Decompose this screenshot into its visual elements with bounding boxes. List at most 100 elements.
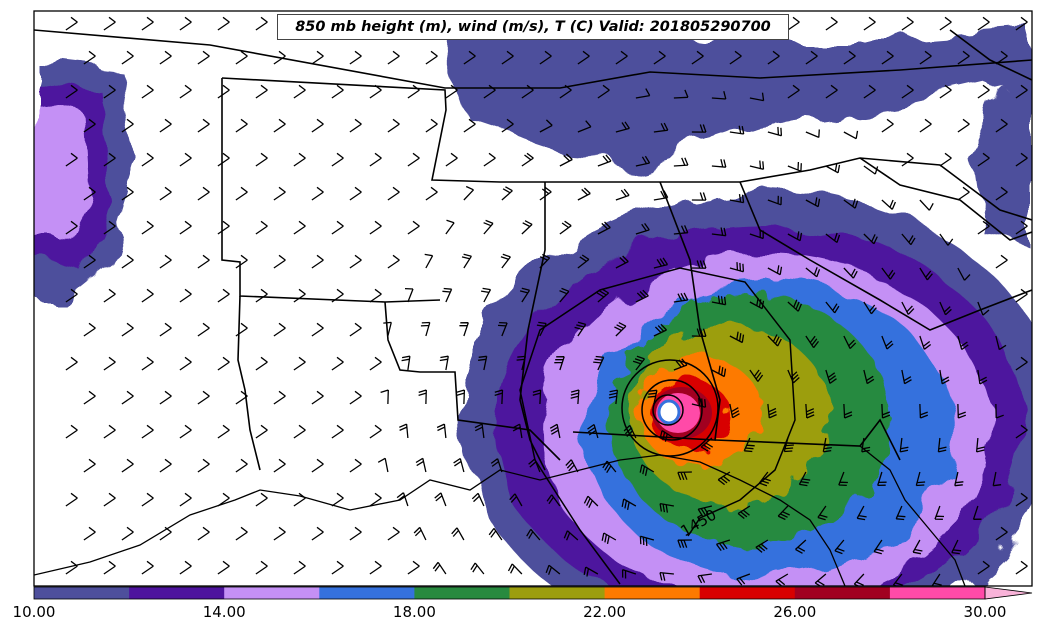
wind-barb <box>331 560 344 575</box>
wind-barb <box>331 84 344 99</box>
wind-barb <box>179 356 192 371</box>
wind-barb <box>255 356 268 371</box>
wind-barb <box>380 389 389 405</box>
wind-barb <box>311 458 324 473</box>
wind-barb <box>639 535 655 546</box>
wind-barb <box>597 84 610 99</box>
wind-barb <box>255 492 268 507</box>
wind-barb <box>387 50 400 65</box>
wind-barb <box>863 233 878 245</box>
wind-barb <box>977 369 988 385</box>
wind-barb <box>939 16 952 31</box>
wind-barb <box>407 560 420 575</box>
storm-eye-core <box>657 399 681 425</box>
wind-barb <box>501 50 514 65</box>
wind-barb <box>881 403 891 419</box>
wind-barb <box>863 369 875 385</box>
wind-barb <box>293 152 306 167</box>
wind-barb <box>217 560 230 575</box>
wind-barb <box>939 152 952 167</box>
wind-barb <box>293 424 306 439</box>
wind-barb <box>399 423 409 439</box>
wind-barb <box>587 423 599 439</box>
wind-barb <box>65 152 78 167</box>
wind-barb <box>217 288 230 303</box>
wind-barb <box>659 571 674 581</box>
height-contours <box>519 267 796 585</box>
wind-barb <box>574 321 587 337</box>
wind-barb <box>501 118 514 133</box>
wind-barb <box>1015 16 1028 31</box>
wind-barb <box>559 84 572 99</box>
wind-barb <box>103 220 116 235</box>
wind-barb <box>480 287 492 303</box>
wind-barb <box>1034 119 1041 132</box>
wind-barb <box>549 423 561 439</box>
wind-barb <box>65 424 78 439</box>
wind-barb <box>65 288 78 303</box>
wind-barb <box>463 185 474 201</box>
wind-barb <box>805 335 820 349</box>
wind-barb <box>217 356 230 371</box>
wind-barb <box>509 493 523 507</box>
wind-barb <box>478 355 488 371</box>
wind-barb <box>957 118 970 133</box>
wind-barb <box>691 328 707 337</box>
wind-barb <box>516 355 526 371</box>
wind-barb <box>425 50 438 65</box>
wind-barb <box>798 471 811 487</box>
wind-barb <box>825 16 838 31</box>
wind-barb <box>653 190 669 201</box>
wind-barb <box>957 50 970 65</box>
wind-barb <box>293 288 306 303</box>
wind-barb <box>653 323 667 337</box>
wind-barb <box>273 254 286 269</box>
wind-barb <box>235 118 248 133</box>
wind-barb <box>453 457 465 473</box>
wind-barb <box>159 50 172 65</box>
wind-barb <box>65 560 78 575</box>
wind-barb <box>939 369 950 385</box>
wind-barb <box>121 458 134 473</box>
wind-barb <box>608 389 619 405</box>
wind-barb <box>539 50 552 65</box>
map-title: 850 mb height (m), wind (m/s), T (C) Val… <box>277 14 789 40</box>
wind-barb <box>1034 323 1041 336</box>
wind-barb <box>197 458 210 473</box>
colorbar-tick-label: 30.00 <box>963 603 1007 621</box>
wind-barb <box>881 267 896 280</box>
wind-barb <box>311 526 324 541</box>
wind-barb <box>349 322 362 337</box>
wind-barb <box>1015 356 1028 371</box>
wind-barb <box>977 220 990 235</box>
wind-barb <box>494 389 504 405</box>
wind-barb <box>995 186 1008 201</box>
wind-barb <box>977 16 990 31</box>
wind-barb <box>311 118 324 133</box>
wind-barb <box>217 492 230 507</box>
wind-barb <box>459 322 469 337</box>
wind-barb <box>255 424 268 439</box>
colorbar-segment <box>794 587 891 599</box>
wind-barb <box>783 437 794 453</box>
wind-barb <box>995 335 1007 351</box>
wind-barb <box>103 424 116 439</box>
wind-barb <box>632 355 646 371</box>
colorbar-segment <box>224 587 320 599</box>
wind-barb <box>197 186 210 201</box>
wind-barb <box>349 390 362 405</box>
wind-barb <box>673 157 689 167</box>
wind-barb <box>103 84 116 99</box>
colorbar-segment <box>319 587 415 599</box>
state-boundaries <box>34 29 1032 471</box>
wind-barb <box>729 262 745 273</box>
wind-barb <box>1034 459 1041 472</box>
wind-barb <box>919 199 934 211</box>
wind-barb <box>404 287 414 303</box>
wind-barb <box>159 254 172 269</box>
wind-barb <box>141 356 154 371</box>
wind-barb <box>197 50 210 65</box>
wind-barb <box>83 50 96 65</box>
wind-barb <box>729 403 740 419</box>
